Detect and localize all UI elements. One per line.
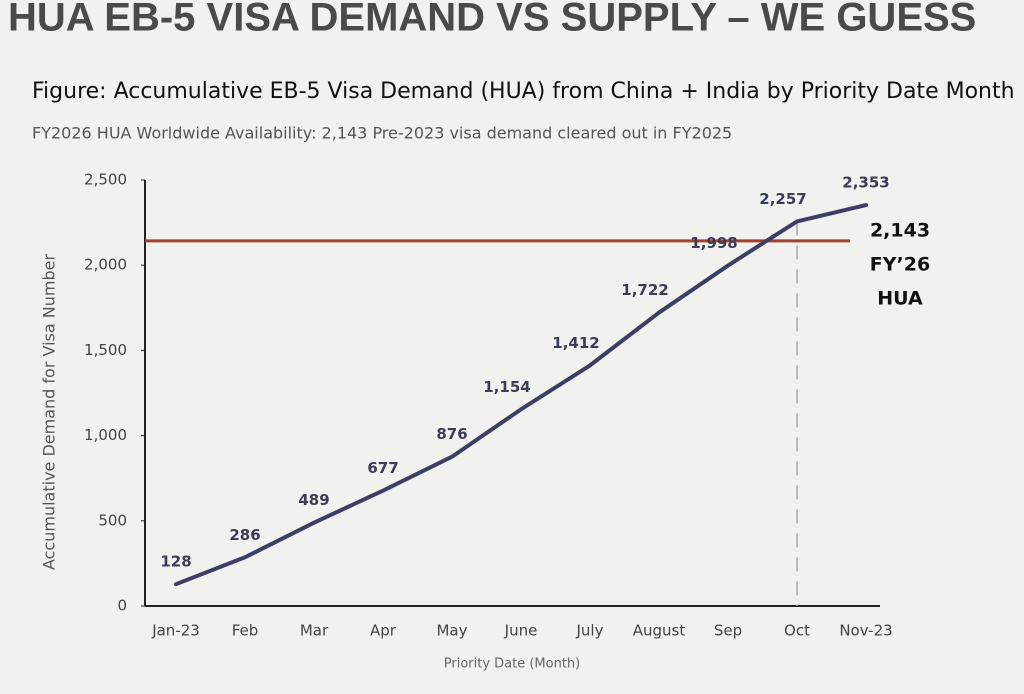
data-line xyxy=(174,203,868,587)
x-tick-label: Apr xyxy=(370,622,397,640)
y-tick-label: 0 xyxy=(117,597,127,615)
reference-annotation: HUA xyxy=(877,287,923,309)
x-axis-label: Priority Date (Month) xyxy=(444,657,581,672)
x-tick-label: June xyxy=(504,622,538,640)
y-tick-label: 1,500 xyxy=(84,341,127,359)
x-tick-label: August xyxy=(633,622,686,640)
subtitle: FY2026 HUA Worldwide Availability: 2,143… xyxy=(32,124,732,143)
x-tick-label: Sep xyxy=(714,622,742,640)
value-label: 1,154 xyxy=(483,378,530,396)
y-tick-label: 2,500 xyxy=(84,171,127,189)
value-label: 1,412 xyxy=(552,334,599,352)
figure-title: Figure: Accumulative EB-5 Visa Demand (H… xyxy=(32,79,1015,104)
value-label: 489 xyxy=(298,491,329,509)
value-label: 1,722 xyxy=(621,281,668,299)
value-label: 1,998 xyxy=(690,234,737,252)
x-tick-label: May xyxy=(436,622,467,640)
slide-title: HUA EB-5 VISA DEMAND VS SUPPLY – WE GUES… xyxy=(8,0,976,40)
reference-annotation: FY’26 xyxy=(870,253,930,275)
reference-label: 2,143 xyxy=(870,219,930,241)
x-tick-label: Jan-23 xyxy=(151,622,200,640)
x-tick-label: Mar xyxy=(300,622,329,640)
x-tick-label: July xyxy=(576,622,604,640)
y-axis-label: Accumulative Demand for Visa Number xyxy=(40,254,59,570)
value-label: 2,353 xyxy=(842,174,889,192)
x-tick-label: Oct xyxy=(784,622,810,640)
value-label: 128 xyxy=(160,553,191,571)
value-label: 2,257 xyxy=(759,190,806,208)
y-tick-label: 1,000 xyxy=(84,426,127,444)
value-label: 876 xyxy=(436,425,467,443)
y-tick-label: 500 xyxy=(98,511,127,529)
x-tick-label: Nov-23 xyxy=(839,622,892,640)
value-label: 677 xyxy=(367,459,398,477)
value-label: 286 xyxy=(229,526,260,544)
x-tick-label: Feb xyxy=(232,622,259,640)
y-tick-label: 2,000 xyxy=(84,256,127,274)
